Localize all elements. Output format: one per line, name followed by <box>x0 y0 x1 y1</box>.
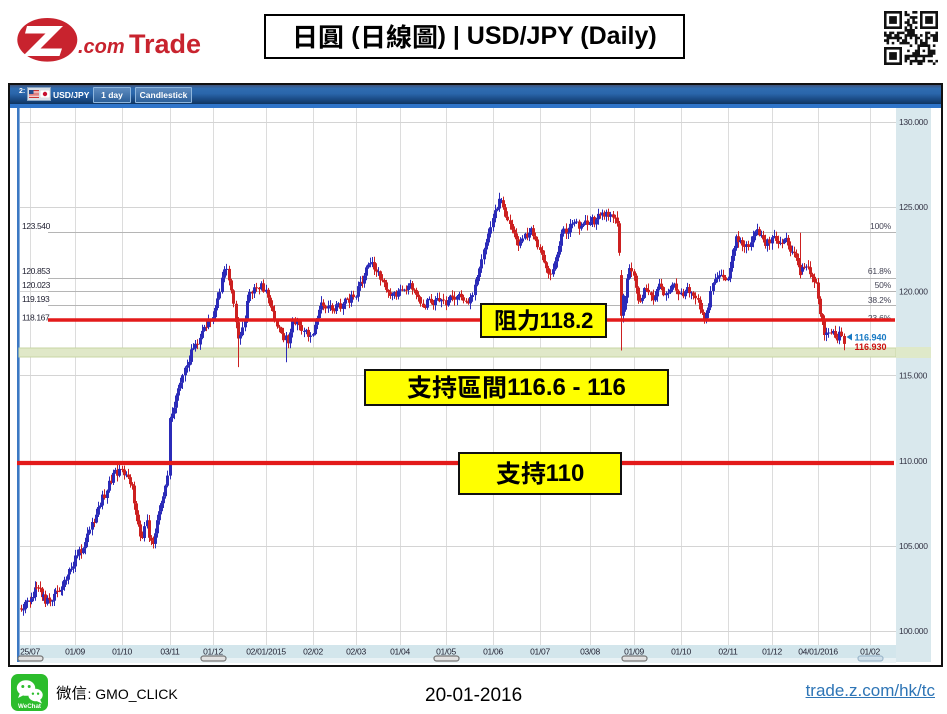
svg-text:WeChat: WeChat <box>18 703 41 710</box>
svg-text:03/11: 03/11 <box>160 647 180 657</box>
svg-text:01/09: 01/09 <box>65 647 85 657</box>
svg-text:01/02: 01/02 <box>860 647 880 657</box>
svg-text:01/10: 01/10 <box>112 647 132 657</box>
svg-text:118.167: 118.167 <box>22 313 50 323</box>
svg-text:120.000: 120.000 <box>899 287 928 297</box>
svg-text:01/04: 01/04 <box>390 647 410 657</box>
svg-text:120.853: 120.853 <box>22 266 51 276</box>
svg-text:03/08: 03/08 <box>580 647 600 657</box>
svg-text:38.2%: 38.2% <box>868 295 892 305</box>
svg-text:120.023: 120.023 <box>22 280 51 290</box>
svg-text:116.940: 116.940 <box>855 333 887 343</box>
svg-text:.com: .com <box>78 36 125 58</box>
svg-text:01/06: 01/06 <box>483 647 503 657</box>
svg-text:02/01/2015: 02/01/2015 <box>246 647 286 657</box>
svg-text:50%: 50% <box>875 280 892 290</box>
svg-text:01/10: 01/10 <box>671 647 691 657</box>
svg-text:01/07: 01/07 <box>530 647 550 657</box>
svg-text:125.000: 125.000 <box>899 202 928 212</box>
svg-text:100.000: 100.000 <box>899 626 928 636</box>
svg-text:01/05: 01/05 <box>436 647 456 657</box>
svg-text:119.193: 119.193 <box>22 294 50 304</box>
svg-text:100%: 100% <box>870 221 892 231</box>
svg-text:01/12: 01/12 <box>203 647 223 657</box>
svg-text:02/02: 02/02 <box>303 647 323 657</box>
svg-text:115.000: 115.000 <box>899 371 928 381</box>
svg-text:110.000: 110.000 <box>899 456 928 466</box>
svg-text:01/12: 01/12 <box>762 647 782 657</box>
svg-text:123.540: 123.540 <box>22 221 51 231</box>
svg-text:01/09: 01/09 <box>624 647 644 657</box>
svg-text:116.930: 116.930 <box>855 342 887 352</box>
svg-text:25/07: 25/07 <box>20 647 40 657</box>
svg-text:02/03: 02/03 <box>346 647 366 657</box>
svg-text:61.8%: 61.8% <box>868 266 892 276</box>
svg-text:04/01/2016: 04/01/2016 <box>798 647 838 657</box>
svg-text:Trade: Trade <box>129 29 201 59</box>
svg-text:105.000: 105.000 <box>899 541 928 551</box>
svg-text:02/11: 02/11 <box>718 647 738 657</box>
svg-text:130.000: 130.000 <box>899 117 928 127</box>
